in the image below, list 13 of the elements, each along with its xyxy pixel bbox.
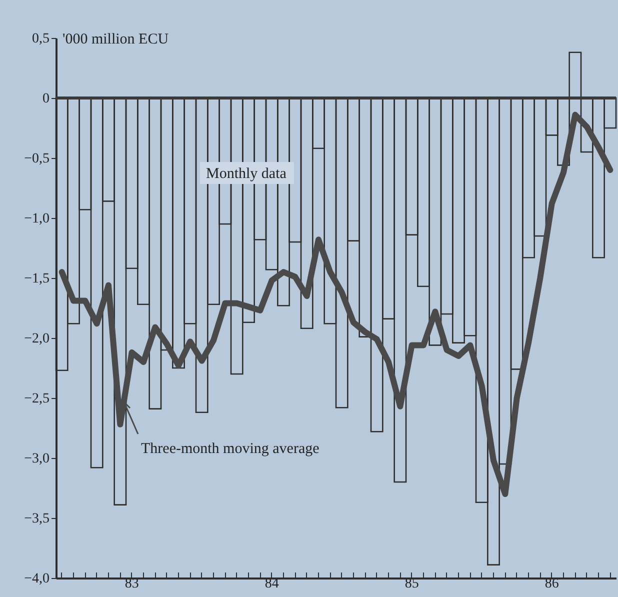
y-tick-label: −2,5 (24, 392, 50, 406)
y-tick-label: 0 (42, 92, 50, 106)
y-tick-label: −3,0 (24, 452, 50, 466)
y-tick-label: −1,0 (24, 212, 50, 226)
y-tick-label: −3,5 (24, 512, 50, 526)
y-tick-label: 0,5 (32, 32, 50, 46)
y-axis-title: '000 million ECU (62, 32, 169, 48)
legend-label: Three-month moving average (141, 441, 320, 457)
y-tick-label: −1,5 (24, 272, 50, 286)
y-tick-label: −0,5 (24, 152, 50, 166)
y-tick-label: −2,0 (24, 332, 50, 346)
y-tick-label: −4,0 (24, 572, 50, 586)
series-label: Monthly data (206, 166, 287, 182)
